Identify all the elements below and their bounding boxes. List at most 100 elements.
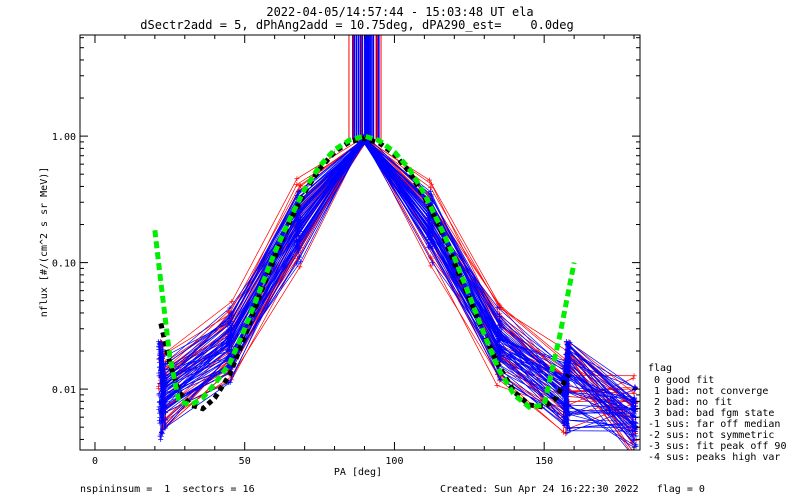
median-point: [214, 397, 216, 399]
x-tick-label: 100: [385, 456, 403, 467]
blue-sector-line-marker: [427, 236, 433, 242]
blue-sector-line-marker: [497, 318, 503, 324]
fit-point: [178, 400, 180, 402]
blue-sector-line: [158, 138, 632, 429]
red-sector-line-marker: [427, 177, 433, 183]
fit-point: [408, 168, 410, 170]
red-sector-line-marker: [297, 264, 303, 270]
blue-sector-line-marker: [156, 399, 162, 405]
median-point: [498, 366, 500, 368]
y-tick-label: 1.00: [52, 132, 76, 143]
red-sector-line-marker: [632, 452, 637, 457]
blue-sector-line-marker: [631, 436, 637, 442]
x-tick-label: 0: [92, 456, 98, 467]
axes-layer: 0 50 100 150 0.01 0.10 1.00: [52, 35, 640, 467]
legend-entry: 1 bad: not converge: [648, 386, 768, 397]
blue-sector-line-marker: [566, 352, 572, 358]
legend-heading: flag: [648, 363, 672, 374]
fit-point: [423, 193, 425, 195]
fit-point: [244, 328, 246, 330]
fit-point: [214, 383, 216, 385]
blue-sector-line-marker: [296, 224, 302, 230]
blue-sector-line-marker: [159, 397, 165, 403]
median-point: [244, 336, 246, 338]
blue-sector-line-marker: [567, 412, 573, 418]
blue-sector-line-marker: [631, 407, 637, 413]
blue-sector-line-marker: [630, 453, 635, 458]
blue-sector-line-marker: [156, 373, 162, 379]
red-sector-line-marker: [297, 183, 303, 189]
red-sector-line-marker: [563, 431, 569, 437]
blue-sector-line-marker: [564, 430, 570, 436]
blue-sector-line-marker: [297, 216, 303, 222]
y-tick-label: 0.10: [52, 259, 76, 270]
red-sector-line-marker: [229, 299, 235, 305]
red-sector-line-marker: [294, 182, 300, 188]
blue-sector-line-marker: [227, 365, 233, 371]
median-point: [160, 323, 162, 325]
blue-sector-line-marker: [162, 406, 168, 412]
blue-sector-line: [160, 137, 636, 440]
fit-point: [483, 334, 485, 336]
footer-left: nspininsum = 1 sectors = 16: [80, 484, 255, 495]
fit-point: [543, 404, 545, 406]
legend-entry: 2 bad: no fit: [648, 397, 732, 408]
legend-entry: -1 sus: far off median: [648, 419, 780, 430]
median-point: [363, 137, 365, 139]
y-tick-label: 0.01: [52, 385, 76, 396]
fit-point: [513, 394, 515, 396]
blue-sector-line-marker: [159, 418, 165, 424]
blue-sector-line-marker: [294, 260, 300, 266]
blue-sector-line-marker: [563, 338, 569, 344]
blue-sector-line-marker: [298, 259, 304, 265]
median-point: [202, 408, 204, 410]
blue-sector-line-marker: [632, 385, 638, 391]
blue-sector-line-marker: [632, 411, 638, 417]
blue-sector-line: [161, 137, 636, 433]
fit-point: [453, 256, 455, 258]
blue-sector-line-marker: [160, 362, 166, 368]
fit-point: [393, 151, 395, 153]
fit-point: [169, 356, 171, 358]
blue-sector-line-marker: [225, 328, 231, 334]
blue-sector-line-marker: [297, 236, 303, 242]
blue-sector-line-marker: [632, 426, 638, 432]
blue-sector-line-marker: [425, 244, 431, 250]
blue-sector-line-marker: [426, 215, 432, 221]
data-layer: [152, 35, 639, 458]
legend-entry: -2 sus: not symmetric: [648, 430, 774, 441]
blue-sector-line-marker: [495, 326, 501, 332]
legend-entry: -3 sus: fit peak off 90: [648, 441, 786, 452]
fit-point: [558, 338, 560, 340]
blue-sector-line-marker: [562, 400, 568, 406]
fit-point: [438, 224, 440, 226]
plot-frame: [79, 34, 641, 451]
blue-sector-line-marker: [225, 347, 231, 353]
fit-point: [334, 149, 336, 151]
blue-sector-line-marker: [562, 423, 568, 429]
blue-sector-line-marker: [560, 419, 566, 425]
blue-sector-line-marker: [566, 425, 572, 431]
fit-point: [190, 404, 192, 406]
fit-point: [378, 140, 380, 142]
fit-point: [363, 135, 365, 137]
red-sector-line-marker: [294, 176, 300, 182]
blue-sector-line-marker: [157, 381, 163, 387]
red-sector-line-marker: [428, 263, 434, 269]
fit-point: [274, 252, 276, 254]
blue-sector-line-marker: [428, 243, 434, 249]
chart-title: 2022-04-05/14:57:44 - 15:03:48 UT ela: [266, 5, 533, 19]
blue-sector-line-marker: [497, 347, 503, 353]
blue-sector-line-marker: [495, 305, 501, 311]
blue-sector-line-marker: [156, 406, 162, 412]
blue-sector-line-marker: [497, 356, 503, 362]
blue-sector-line-marker: [565, 417, 571, 423]
median-point: [555, 397, 557, 399]
blue-sector-line-marker: [227, 332, 233, 338]
red-sector-line-marker: [630, 375, 636, 381]
blue-sector-line-marker: [227, 305, 233, 311]
blue-sector-line-marker: [629, 414, 635, 420]
y-axis-label: nflux [#/(cm^2 s sr MeV)]: [39, 167, 50, 318]
blue-sector-line-marker: [296, 246, 302, 252]
